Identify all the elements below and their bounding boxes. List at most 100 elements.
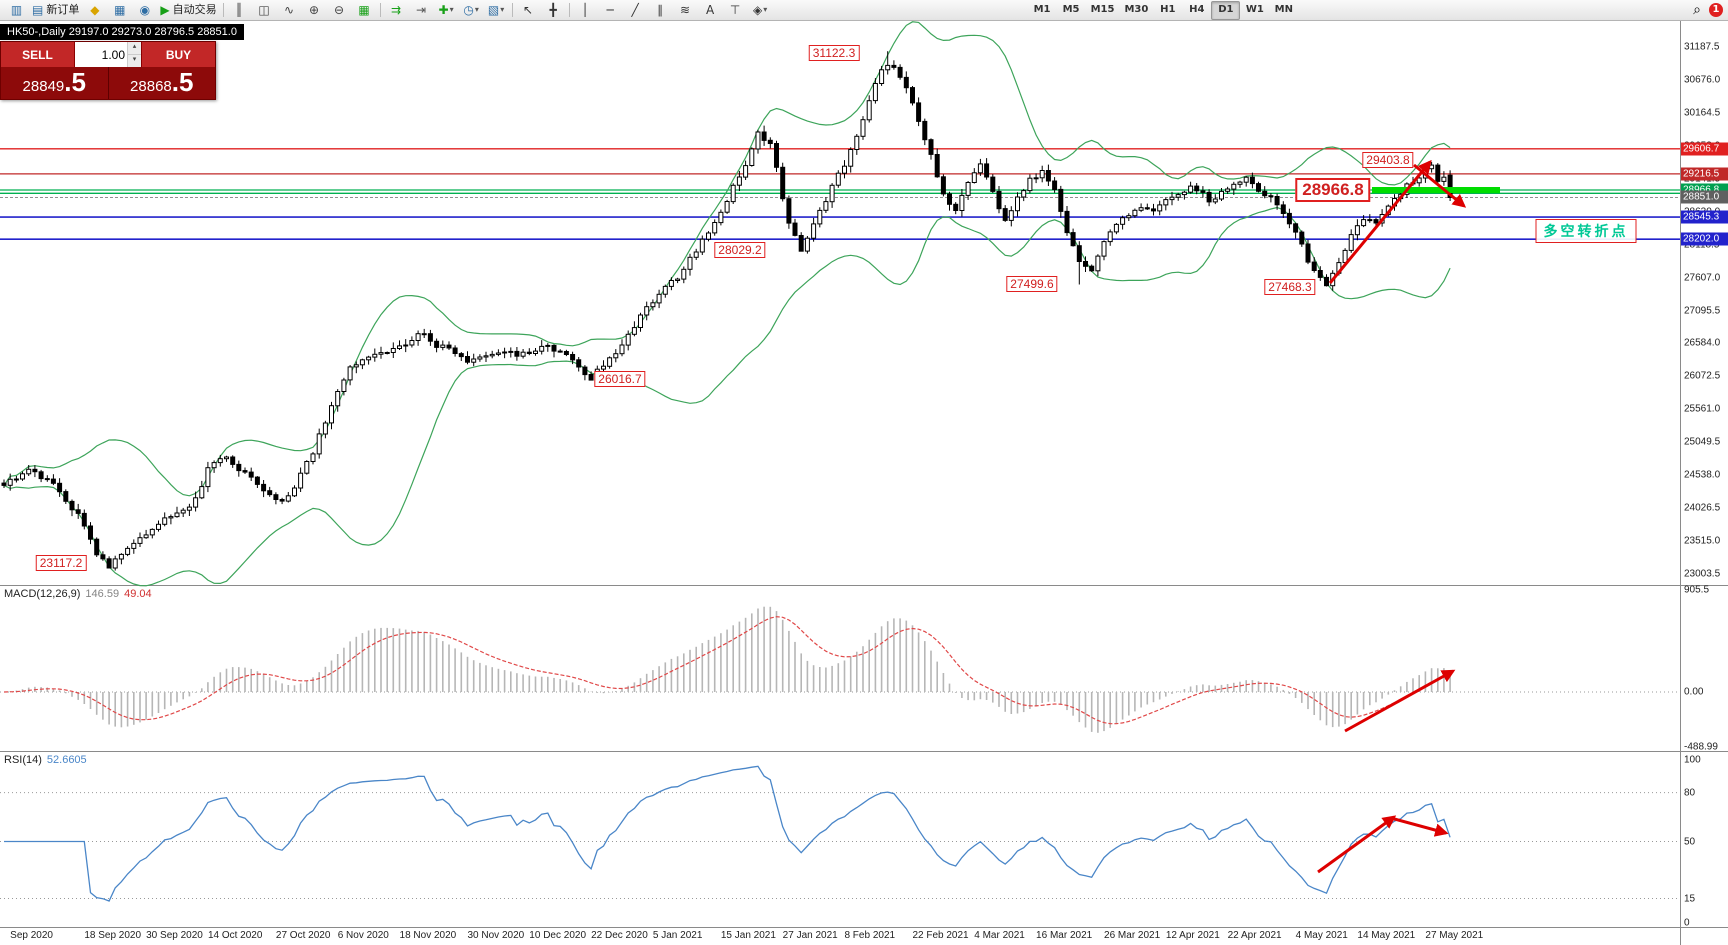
crosshair-button[interactable]: ╋ <box>541 1 566 20</box>
candlestick-mode-button[interactable]: ◫ <box>252 1 277 20</box>
sell-price-frac: .5 <box>64 67 86 97</box>
channel-button[interactable]: ∥ <box>648 1 673 20</box>
date-axis-label: 26 Mar 2021 <box>1104 930 1161 941</box>
metaeditor-button[interactable]: ◆ <box>82 1 107 20</box>
navigator-button[interactable]: ◉ <box>132 1 157 20</box>
zoom-out-button[interactable]: ⊖ <box>327 1 352 20</box>
buy-button[interactable]: BUY <box>165 47 192 62</box>
cursor-button[interactable]: ↖ <box>516 1 541 20</box>
date-axis-label: 10 Dec 2020 <box>529 930 587 941</box>
volume-input[interactable] <box>75 42 127 67</box>
timeframe-m15-button[interactable]: M15 <box>1090 4 1115 15</box>
macd-axis-label: -488.99 <box>1684 741 1718 753</box>
timeframe-h4-button[interactable]: H4 <box>1189 4 1205 15</box>
price-annotation[interactable]: 27468.3 <box>1264 279 1316 295</box>
text-label-icon: ⊤ <box>729 3 741 17</box>
sell-price[interactable]: 28849.5 <box>1 67 109 99</box>
search-icon[interactable]: ⌕ <box>1693 2 1701 18</box>
chevron-down-icon: ▾ <box>500 5 505 14</box>
macd-histogram <box>9 606 1451 733</box>
indicators-button[interactable]: ✚ ▾ <box>434 1 459 20</box>
timeframe-toolbar: M1 M5 M15 M30 H1 H4 D1 W1 MN <box>1028 0 1299 20</box>
autotrading-button-label: 自动交易 <box>172 3 217 16</box>
chart-shift-icon: ⇥ <box>416 3 427 17</box>
notification-badge[interactable]: 1 <box>1709 3 1723 17</box>
macd-signal-value: 49.04 <box>124 588 152 600</box>
price-annotation[interactable]: 27499.6 <box>1006 276 1058 292</box>
sell-button[interactable]: SELL <box>22 47 53 62</box>
panel-separators <box>0 20 1728 945</box>
price-tag[interactable]: 29606.7 <box>1681 142 1728 156</box>
timeframe-m30-button[interactable]: M30 <box>1124 4 1149 15</box>
templates-button[interactable]: ▧ ▾ <box>484 1 509 20</box>
tile-windows-button[interactable]: ▦ <box>352 1 377 20</box>
text-button[interactable]: A <box>698 1 723 20</box>
buy-price[interactable]: 28868.5 <box>109 67 216 99</box>
horizontal-line-button[interactable]: ─ <box>598 1 623 20</box>
price-annotation[interactable]: 26016.7 <box>594 371 646 387</box>
vertical-line-button[interactable]: │ <box>573 1 598 20</box>
rsi-line <box>4 765 1451 902</box>
price-axis-label: 27095.5 <box>1684 305 1721 316</box>
sell-price-main: 28849 <box>22 78 65 95</box>
trendline-button[interactable]: ╱ <box>623 1 648 20</box>
date-axis-label: 18 Sep 2020 <box>84 930 142 941</box>
periods-button[interactable]: ◷ ▾ <box>459 1 484 20</box>
price-tag[interactable]: 28545.3 <box>1681 210 1728 224</box>
horizontal-line-icon: ─ <box>606 3 614 17</box>
price-annotation[interactable]: 28029.2 <box>714 242 766 258</box>
vertical-line-icon: │ <box>581 3 589 17</box>
price-tag[interactable]: 29216.5 <box>1681 167 1728 181</box>
chart-shift-button[interactable]: ⇥ <box>409 1 434 20</box>
date-axis-label: 18 Nov 2020 <box>399 930 457 941</box>
new-order-icon: ▤ <box>32 3 44 17</box>
toolbar-right: ⌕ 1 <box>1693 0 1723 20</box>
volume-increase-button[interactable]: ▴ <box>128 42 141 55</box>
new-order-button-label: 新订单 <box>46 3 80 16</box>
zoom-in-button[interactable]: ⊕ <box>302 1 327 20</box>
timeframe-m1-button[interactable]: M1 <box>1033 4 1051 15</box>
auto-scroll-button[interactable]: ⇉ <box>384 1 409 20</box>
turning-point-annotation[interactable]: 多空转折点 <box>1535 219 1637 243</box>
timeframe-m5-button[interactable]: M5 <box>1062 4 1080 15</box>
date-axis-label: 6 Nov 2020 <box>337 930 389 941</box>
rsi-indicator-label: RSI(14) 52.6605 <box>4 754 87 766</box>
trendline-icon: ╱ <box>631 3 639 17</box>
timeframe-mn-button[interactable]: MN <box>1274 4 1293 15</box>
market-watch-icon: ▦ <box>114 3 126 17</box>
new-chart-icon: ▥ <box>10 3 23 17</box>
market-watch-button[interactable]: ▦ <box>107 1 132 20</box>
price-annotation[interactable]: 23117.2 <box>35 555 87 571</box>
date-axis-label: 27 Jan 2021 <box>782 930 838 941</box>
date-axis-label: 30 Sep 2020 <box>146 930 203 941</box>
new-order-button[interactable]: ▤ 新订单 <box>29 1 82 20</box>
date-axis-label: Sep 2020 <box>10 930 53 941</box>
price-axis-label: 27607.0 <box>1684 272 1721 284</box>
bar-chart-mode-button[interactable]: ║ <box>227 1 252 20</box>
trend-arrows[interactable] <box>1317 159 1467 874</box>
price-annotation[interactable]: 28966.8 <box>1295 178 1371 202</box>
date-axis-label: 16 Mar 2021 <box>1036 930 1093 941</box>
timeframe-w1-button[interactable]: W1 <box>1245 4 1264 15</box>
price-tag[interactable]: 28851.0 <box>1681 190 1728 204</box>
volume-decrease-button[interactable]: ▾ <box>128 55 141 67</box>
price-annotation[interactable]: 31122.3 <box>808 45 860 61</box>
price-annotation[interactable]: 29403.8 <box>1362 152 1414 168</box>
price-tag[interactable]: 28202.0 <box>1681 232 1728 246</box>
fibonacci-button[interactable]: ≋ <box>673 1 698 20</box>
shapes-icon: ◈ <box>752 3 763 17</box>
timeframe-h1-button[interactable]: H1 <box>1160 4 1176 15</box>
text-label-button[interactable]: ⊤ <box>723 1 748 20</box>
line-chart-mode-button[interactable]: ∿ <box>277 1 302 20</box>
line-chart-mode-icon: ∿ <box>284 3 295 17</box>
zoom-in-icon: ⊕ <box>309 3 320 17</box>
volume-field-wrap: ▴ ▾ <box>74 42 142 67</box>
price-axis-label: 25049.5 <box>1684 436 1721 448</box>
timeframe-d1-button[interactable]: D1 <box>1211 0 1241 20</box>
autotrading-button[interactable]: ▶ 自动交易 <box>157 1 219 20</box>
new-chart-button[interactable]: ▥ <box>4 1 29 20</box>
shapes-button[interactable]: ◈ ▾ <box>748 1 773 20</box>
price-axis-label: 30676.0 <box>1684 74 1721 86</box>
